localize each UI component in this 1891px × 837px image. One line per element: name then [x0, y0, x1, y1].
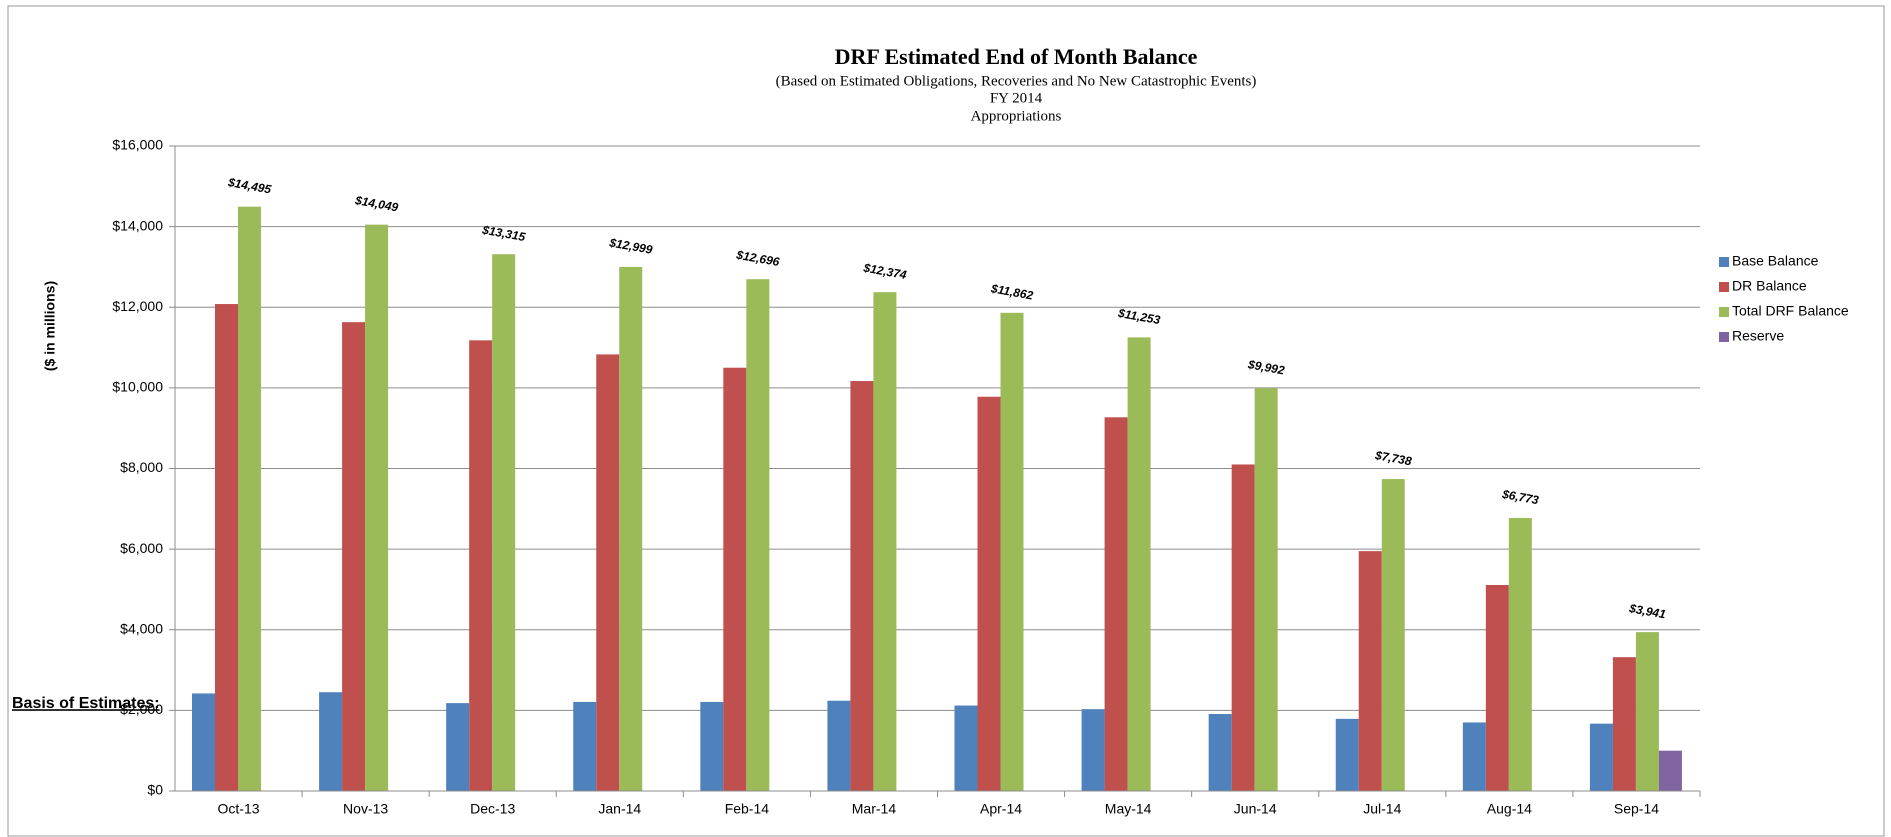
bar — [954, 705, 978, 791]
legend-swatch — [1719, 332, 1729, 342]
bar — [1231, 464, 1255, 791]
x-tick-label: Nov-13 — [343, 801, 388, 817]
x-tick-label: May-14 — [1105, 801, 1152, 817]
bar — [215, 304, 238, 791]
y-tick-label: $6,000 — [120, 540, 163, 556]
x-tick-label: Oct-13 — [218, 801, 260, 817]
bar — [1635, 632, 1659, 791]
y-tick-label: $10,000 — [112, 379, 163, 395]
y-axis-label: ($ in millions) — [42, 281, 58, 371]
bar — [1208, 714, 1232, 791]
bar — [1508, 517, 1532, 791]
frame — [7, 5, 1885, 837]
legend-swatch — [1719, 282, 1729, 292]
y-tick-label: $14,000 — [112, 217, 163, 233]
bar — [1612, 657, 1636, 791]
x-tick-label: Dec-13 — [470, 801, 515, 817]
bar — [1127, 337, 1151, 791]
data-label: $7,738 — [1373, 448, 1413, 468]
chart-subtitle: Appropriations — [971, 108, 1062, 124]
bar — [1589, 723, 1613, 791]
bar — [850, 381, 874, 791]
bar — [1462, 722, 1486, 791]
bar — [596, 354, 620, 791]
bar — [1081, 709, 1105, 791]
y-tick-label: $16,000 — [112, 137, 163, 153]
bar — [365, 224, 389, 792]
bar — [1104, 417, 1128, 791]
chart-title: DRF Estimated End of Month Balance — [835, 44, 1198, 69]
bar — [1335, 718, 1359, 791]
legend-swatch — [1719, 307, 1729, 317]
y-tick-label: $0 — [147, 782, 163, 798]
bar — [469, 340, 493, 791]
bar — [1358, 551, 1382, 791]
legend-label: Total DRF Balance — [1732, 303, 1849, 319]
x-tick-label: Aug-14 — [1487, 801, 1532, 817]
bar — [238, 206, 261, 792]
bar — [746, 279, 770, 791]
x-tick-label: Apr-14 — [980, 801, 1022, 817]
legend-label: DR Balance — [1732, 278, 1807, 294]
bar — [446, 703, 470, 791]
data-label: $6,773 — [1500, 487, 1540, 507]
annotation: Basis of Estimates: — [12, 695, 160, 712]
bar — [1000, 312, 1024, 791]
chart-subtitle: FY 2014 — [990, 90, 1043, 106]
x-tick-label: Feb-14 — [725, 801, 770, 817]
y-tick-label: $4,000 — [120, 620, 163, 636]
legend-swatch — [1719, 257, 1729, 267]
data-label: $11,253 — [1116, 306, 1162, 327]
legend-label: Base Balance — [1732, 253, 1819, 269]
data-label: $13,315 — [480, 223, 526, 245]
bar — [723, 367, 747, 791]
data-label: $14,049 — [353, 193, 399, 215]
data-label: $12,999 — [607, 235, 653, 257]
y-tick-label: $12,000 — [112, 298, 163, 314]
bar — [1658, 750, 1682, 791]
bar — [619, 266, 643, 792]
bar — [492, 254, 516, 791]
bar — [827, 700, 851, 791]
bar — [342, 322, 366, 791]
x-tick-label: Jul-14 — [1363, 801, 1401, 817]
x-tick-label: Jan-14 — [598, 801, 641, 817]
bar — [192, 693, 215, 791]
bar — [1381, 479, 1405, 791]
data-label: $9,992 — [1246, 357, 1286, 377]
x-tick-label: Sep-14 — [1614, 801, 1659, 817]
x-tick-label: Mar-14 — [852, 801, 897, 817]
data-label: $12,696 — [734, 248, 780, 270]
bar — [319, 692, 343, 791]
data-label: $14,495 — [226, 175, 272, 197]
y-tick-label: $8,000 — [120, 459, 163, 475]
bar — [977, 396, 1001, 791]
bar — [1485, 585, 1509, 791]
bar — [1254, 388, 1278, 791]
data-label: $12,374 — [861, 261, 907, 283]
x-tick-label: Jun-14 — [1234, 801, 1277, 817]
bar — [700, 701, 724, 791]
data-label: $3,941 — [1627, 601, 1667, 621]
legend-label: Reserve — [1732, 328, 1784, 344]
data-label: $11,862 — [989, 281, 1035, 302]
chart-subtitle: (Based on Estimated Obligations, Recover… — [776, 73, 1257, 89]
bar — [573, 701, 597, 791]
y-tick-label: $2,000 — [120, 701, 163, 717]
bar — [873, 292, 897, 791]
